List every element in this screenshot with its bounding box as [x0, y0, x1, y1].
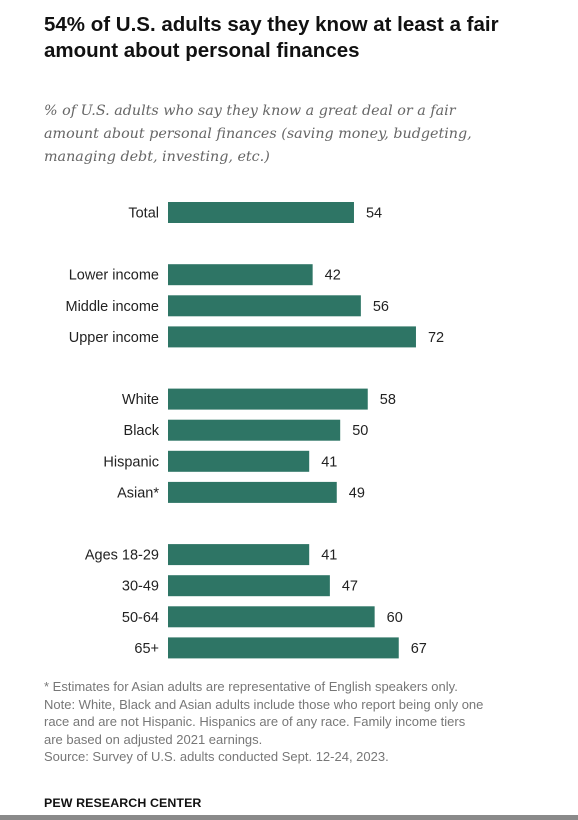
bar-upper-income: [168, 326, 416, 348]
category-label-hispanic: Hispanic: [103, 454, 159, 470]
category-label-white: White: [122, 392, 159, 408]
bar-asian: [168, 481, 337, 503]
footnotes: * Estimates for Asian adults are represe…: [44, 678, 484, 766]
bottom-divider: [0, 815, 578, 820]
category-label-30-49: 30-49: [122, 579, 159, 595]
bar-middle-income: [168, 295, 361, 317]
category-label-50-64: 50-64: [122, 610, 159, 626]
value-label-upper-income: 72: [428, 330, 444, 346]
category-label-black: Black: [124, 423, 160, 439]
bar-30-49: [168, 575, 330, 597]
value-label-30-49: 47: [342, 579, 358, 595]
bar-50-64: [168, 606, 375, 628]
bar-white: [168, 388, 368, 410]
value-label-middle-income: 56: [373, 299, 389, 315]
bar-chart: Total 54 Lower income 42 Middle income 56 Uppe…: [66, 202, 444, 659]
value-label-lower-income: 42: [325, 268, 341, 284]
value-label-65: 67: [411, 641, 427, 657]
footnote-source: Source: Survey of U.S. adults conducted …: [44, 749, 389, 765]
category-label-ages-18-29: Ages 18-29: [85, 548, 159, 564]
value-label-ages-18-29: 41: [321, 548, 337, 564]
chart-title: 54% of U.S. adults say they know at leas…: [44, 13, 499, 62]
pew-research-logo: PEW RESEARCH CENTER: [44, 796, 202, 810]
footnote-asian: * Estimates for Asian adults are represe…: [44, 679, 458, 694]
category-label-lower-income: Lower income: [69, 268, 159, 284]
category-label-upper-income: Upper income: [69, 330, 159, 346]
category-label-65: 65+: [134, 641, 159, 657]
bar-ages-18-29: [168, 544, 310, 566]
category-label-middle-income: Middle income: [66, 299, 160, 315]
bar-total: [168, 202, 354, 223]
bar-65: [168, 637, 399, 659]
value-label-white: 58: [380, 392, 396, 408]
bar-lower-income: [168, 264, 313, 286]
category-label-total: Total: [128, 206, 159, 222]
footnote-note: Note: White, Black and Asian adults incl…: [44, 696, 484, 747]
chart-subtitle: % of U.S. adults who say they know a gre…: [44, 103, 472, 165]
value-label-50-64: 60: [387, 610, 403, 626]
bar-hispanic: [168, 450, 310, 472]
value-label-asian: 49: [349, 485, 365, 501]
value-label-hispanic: 41: [321, 454, 337, 470]
category-label-asian: Asian*: [117, 485, 159, 501]
value-label-black: 50: [352, 423, 368, 439]
value-label-total: 54: [366, 206, 382, 222]
bar-black: [168, 419, 341, 441]
